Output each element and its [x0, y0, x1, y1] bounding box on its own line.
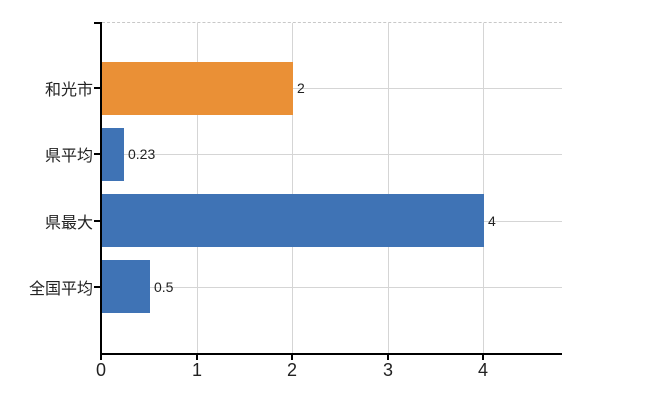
gridline-vertical: [292, 23, 293, 353]
y-tick-mark: [94, 220, 101, 222]
bar-value-label: 4: [488, 213, 496, 229]
x-tick-mark: [196, 355, 198, 360]
y-tick-mark: [94, 22, 101, 24]
bar: [102, 194, 484, 247]
category-label: 県最大: [44, 215, 93, 232]
x-tick-label: 4: [477, 360, 489, 380]
x-tick-label: 0: [95, 360, 107, 380]
bar: [102, 62, 293, 115]
bar-value-label: 2: [297, 80, 305, 96]
y-tick-mark: [94, 87, 101, 89]
category-label: 県平均: [44, 148, 93, 165]
bar-value-label: 0.23: [128, 146, 156, 162]
gridline-horizontal: [102, 154, 562, 155]
gridline-horizontal: [102, 287, 562, 288]
gridline-vertical: [388, 23, 389, 353]
gridline-vertical: [197, 23, 198, 353]
x-tick-label: 2: [286, 360, 298, 380]
plot-top-border: [102, 22, 562, 23]
bar: [102, 260, 150, 313]
bar-value-label: 0.5: [154, 279, 174, 295]
y-tick-mark: [94, 286, 101, 288]
x-tick-label: 3: [382, 360, 394, 380]
x-tick-label: 1: [191, 360, 203, 380]
y-axis-line: [100, 22, 102, 355]
category-label: 全国平均: [28, 281, 93, 298]
x-tick-mark: [482, 355, 484, 360]
x-tick-mark: [387, 355, 389, 360]
gridline-vertical: [483, 23, 484, 353]
x-axis-line: [100, 353, 562, 355]
x-tick-mark: [100, 355, 102, 360]
gridline-horizontal: [102, 88, 562, 89]
x-tick-mark: [291, 355, 293, 360]
category-label: 和光市: [44, 82, 93, 99]
y-tick-mark: [94, 153, 101, 155]
bar: [102, 128, 124, 181]
